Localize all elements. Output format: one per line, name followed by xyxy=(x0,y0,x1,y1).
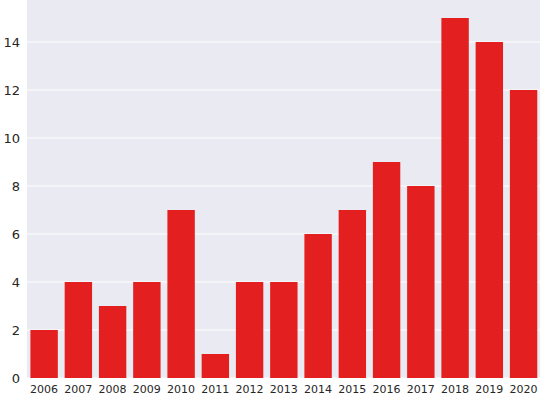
plot-background xyxy=(27,0,540,378)
bar xyxy=(373,162,400,378)
bars xyxy=(30,18,537,378)
bar xyxy=(133,282,160,378)
bar xyxy=(407,186,434,378)
x-tick-label: 2015 xyxy=(338,383,366,396)
y-tick-label: 10 xyxy=(3,131,20,146)
bar xyxy=(202,354,229,378)
bar xyxy=(270,282,297,378)
bar xyxy=(441,18,468,378)
x-tick-label: 2010 xyxy=(167,383,195,396)
y-tick-label: 6 xyxy=(12,227,20,242)
x-tick-label: 2014 xyxy=(304,383,332,396)
x-tick-label: 2013 xyxy=(270,383,298,396)
x-tick-label: 2009 xyxy=(133,383,161,396)
x-tick-label: 2012 xyxy=(236,383,264,396)
chart-container: 0 2 4 6 8 10 12 14 2006 2007 2008 2009 2010 2011 2012 2… xyxy=(0,0,540,396)
y-tick-label: 4 xyxy=(12,275,20,290)
y-tick-label: 2 xyxy=(12,323,20,338)
bar xyxy=(167,210,194,378)
x-tick-label: 2019 xyxy=(475,383,503,396)
x-tick-label: 2007 xyxy=(64,383,92,396)
x-tick-label: 2011 xyxy=(201,383,229,396)
x-tick-label: 2016 xyxy=(373,383,401,396)
x-tick-label: 2006 xyxy=(30,383,58,396)
y-tick-label: 8 xyxy=(12,179,20,194)
x-tick-label: 2017 xyxy=(407,383,435,396)
bar xyxy=(236,282,263,378)
x-tick-label: 2008 xyxy=(99,383,127,396)
chart-svg: 0 2 4 6 8 10 12 14 2006 2007 2008 2009 2010 2011 2012 2… xyxy=(0,0,540,396)
bar xyxy=(99,306,126,378)
bar xyxy=(476,42,503,378)
bar xyxy=(339,210,366,378)
y-tick-label: 14 xyxy=(3,35,20,50)
x-tick-label: 2018 xyxy=(441,383,469,396)
x-tick-label: 2020 xyxy=(510,383,538,396)
y-tick-label: 12 xyxy=(3,83,20,98)
bar xyxy=(510,90,537,378)
bar xyxy=(304,234,331,378)
y-tick-label: 0 xyxy=(12,371,20,386)
bar xyxy=(30,330,57,378)
bar xyxy=(65,282,92,378)
